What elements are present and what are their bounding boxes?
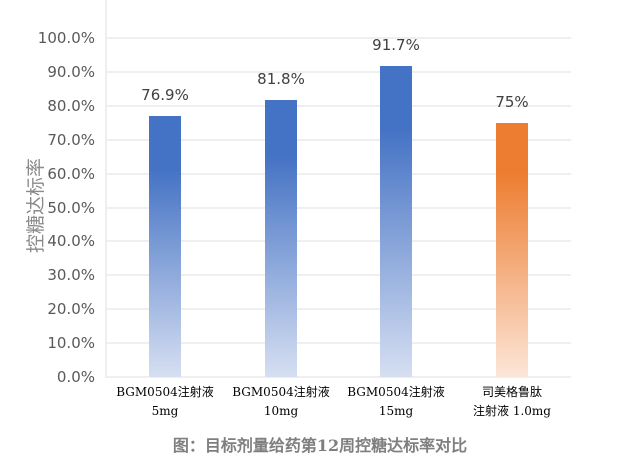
y-tick-label: 40.0% bbox=[47, 232, 95, 251]
gridline bbox=[106, 342, 571, 345]
gridline bbox=[106, 274, 571, 277]
y-tick-label: 70.0% bbox=[47, 130, 95, 149]
y-tick-label: 100.0% bbox=[37, 29, 95, 47]
x-category-label: BGM0504注射液 5mg bbox=[105, 383, 225, 421]
gridline bbox=[106, 70, 571, 73]
gridline bbox=[106, 37, 571, 39]
bar bbox=[265, 99, 297, 377]
y-tick-label: 0.0% bbox=[56, 368, 95, 386]
y-tick-label: 90.0% bbox=[47, 62, 95, 81]
y-tick-label: 60.0% bbox=[47, 164, 95, 183]
x-category-label-line: 10mg bbox=[263, 404, 299, 418]
y-tick-label: 10.0% bbox=[47, 334, 95, 353]
gridline bbox=[106, 308, 571, 311]
x-category-label: BGM0504注射液 10mg bbox=[221, 383, 341, 421]
gridline bbox=[106, 172, 571, 175]
data-label: 75% bbox=[495, 92, 529, 111]
y-tick-label: 30.0% bbox=[47, 266, 95, 285]
x-category-label-line: 司美格鲁肽 bbox=[481, 385, 542, 399]
bar bbox=[496, 122, 528, 377]
gridline bbox=[106, 240, 571, 243]
gridline bbox=[106, 104, 571, 107]
y-tick-label: 80.0% bbox=[47, 96, 95, 115]
gridline bbox=[106, 138, 571, 141]
y-axis-line bbox=[105, 0, 107, 378]
data-label: 76.9% bbox=[141, 86, 189, 105]
x-category-label-line: BGM0504注射液 bbox=[116, 385, 214, 399]
x-category-label-line: BGM0504注射液 bbox=[347, 385, 445, 399]
x-category-label-line: 15mg bbox=[378, 404, 414, 418]
data-label: 81.8% bbox=[257, 69, 305, 88]
bar bbox=[149, 116, 181, 377]
y-tick-label: 50.0% bbox=[47, 198, 95, 217]
x-category-label-line: BGM0504注射液 bbox=[232, 385, 330, 399]
data-label: 91.7% bbox=[372, 36, 420, 55]
gridline bbox=[106, 376, 571, 378]
x-category-label-line: 5mg bbox=[151, 404, 179, 418]
x-category-label: 司美格鲁肽注射液 1.0mg bbox=[452, 383, 572, 421]
figure-caption: 图：目标剂量给药第12周控糖达标率对比 bbox=[172, 436, 468, 455]
gridline bbox=[106, 206, 571, 209]
y-tick-label: 20.0% bbox=[47, 300, 95, 319]
x-category-label: BGM0504注射液 15mg bbox=[336, 383, 456, 421]
bar bbox=[380, 66, 412, 377]
x-category-label-line: 注射液 1.0mg bbox=[473, 404, 551, 418]
